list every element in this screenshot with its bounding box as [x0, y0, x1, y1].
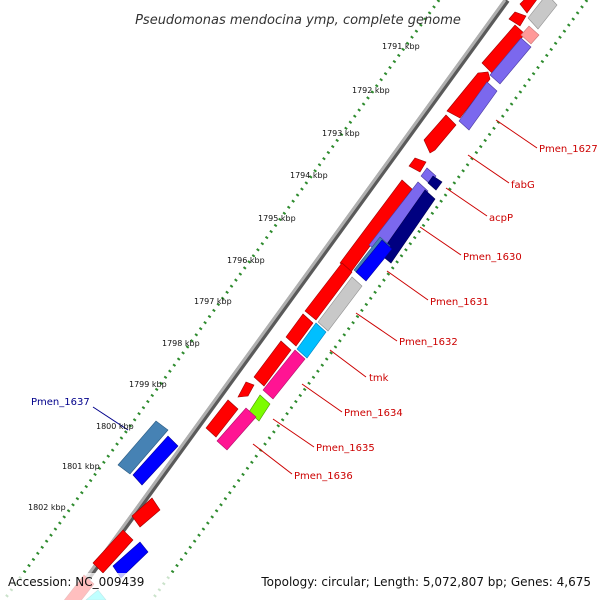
- gene-label[interactable]: acpP: [489, 213, 513, 224]
- purple-feature: [489, 37, 532, 85]
- blue-feature: [132, 435, 179, 486]
- gene-label[interactable]: tmk: [369, 373, 389, 384]
- cds-arrow: [92, 529, 134, 574]
- gray-feature: [317, 276, 363, 332]
- backbone-shadow: [69, 0, 510, 600]
- kbp-label: 1798 kbp: [162, 339, 200, 348]
- cds-arrow: [253, 340, 292, 387]
- kbp-label: 1794 kbp: [290, 171, 328, 180]
- gene-label[interactable]: Pmen_1637: [31, 397, 90, 408]
- kbp-label: 1801 kbp: [62, 462, 100, 471]
- cds-arrow: [205, 399, 239, 438]
- cds-arrow: [285, 313, 314, 347]
- map-title: Pseudomonas mendocina ymp, complete geno…: [135, 13, 461, 28]
- backbone: [68, 0, 507, 600]
- gene-label[interactable]: Pmen_1631: [430, 297, 489, 308]
- accession-text: Accession: NC_009439: [8, 575, 144, 589]
- gene-label[interactable]: Pmen_1627: [539, 144, 598, 155]
- kbp-label: 1795 kbp: [258, 214, 296, 223]
- pink-feature: [216, 407, 257, 451]
- kbp-label: 1793 kbp: [322, 129, 360, 138]
- cds-arrow: [446, 71, 491, 119]
- footer-background: [0, 573, 600, 600]
- gene-label[interactable]: Pmen_1636: [294, 471, 353, 482]
- steel-feature: [117, 420, 169, 475]
- blue-feature: [355, 239, 393, 282]
- genome-summary-text: Topology: circular; Length: 5,072,807 bp…: [260, 575, 591, 589]
- kbp-label: 1800 kbp: [96, 422, 134, 431]
- green-feature: [248, 394, 271, 422]
- kbp-label: 1791 kbp: [382, 42, 420, 51]
- gene-label[interactable]: Pmen_1630: [463, 252, 522, 263]
- purple-feature: [458, 81, 498, 131]
- gene-label[interactable]: Pmen_1632: [399, 337, 458, 348]
- navy-feature: [379, 189, 436, 264]
- cyan-feature: [296, 322, 327, 359]
- kbp-label: 1802 kbp: [28, 503, 66, 512]
- gene-label[interactable]: Pmen_1634: [344, 408, 403, 419]
- cds-arrow: [423, 114, 457, 154]
- cds-arrow: [408, 157, 427, 173]
- kbp-labels: 1791 kbp 1792 kbp 1793 kbp 1794 kbp 1795…: [28, 42, 420, 512]
- kbp-label: 1792 kbp: [352, 86, 390, 95]
- kbp-label: 1796 kbp: [227, 256, 265, 265]
- cds-arrow: [131, 497, 161, 528]
- pink-feature: [520, 25, 540, 45]
- kbp-label: 1799 kbp: [129, 380, 167, 389]
- kbp-label: 1797 kbp: [194, 297, 232, 306]
- navy-feature: [427, 175, 443, 191]
- gray-feature: [527, 0, 558, 30]
- gene-label[interactable]: Pmen_1635: [316, 443, 375, 454]
- cds-arrow: [519, 0, 537, 14]
- label-leader-lines: [92, 119, 538, 475]
- pink-feature: [262, 349, 306, 400]
- gene-label[interactable]: fabG: [511, 180, 535, 191]
- cds-arrow: [508, 11, 527, 27]
- reverse-strand-features: [85, 0, 558, 600]
- cds-arrow: [304, 262, 353, 321]
- gene-labels: Pmen_1627 fabG acpP Pmen_1630 Pmen_1631 …: [31, 144, 598, 482]
- cds-arrow: [237, 381, 255, 398]
